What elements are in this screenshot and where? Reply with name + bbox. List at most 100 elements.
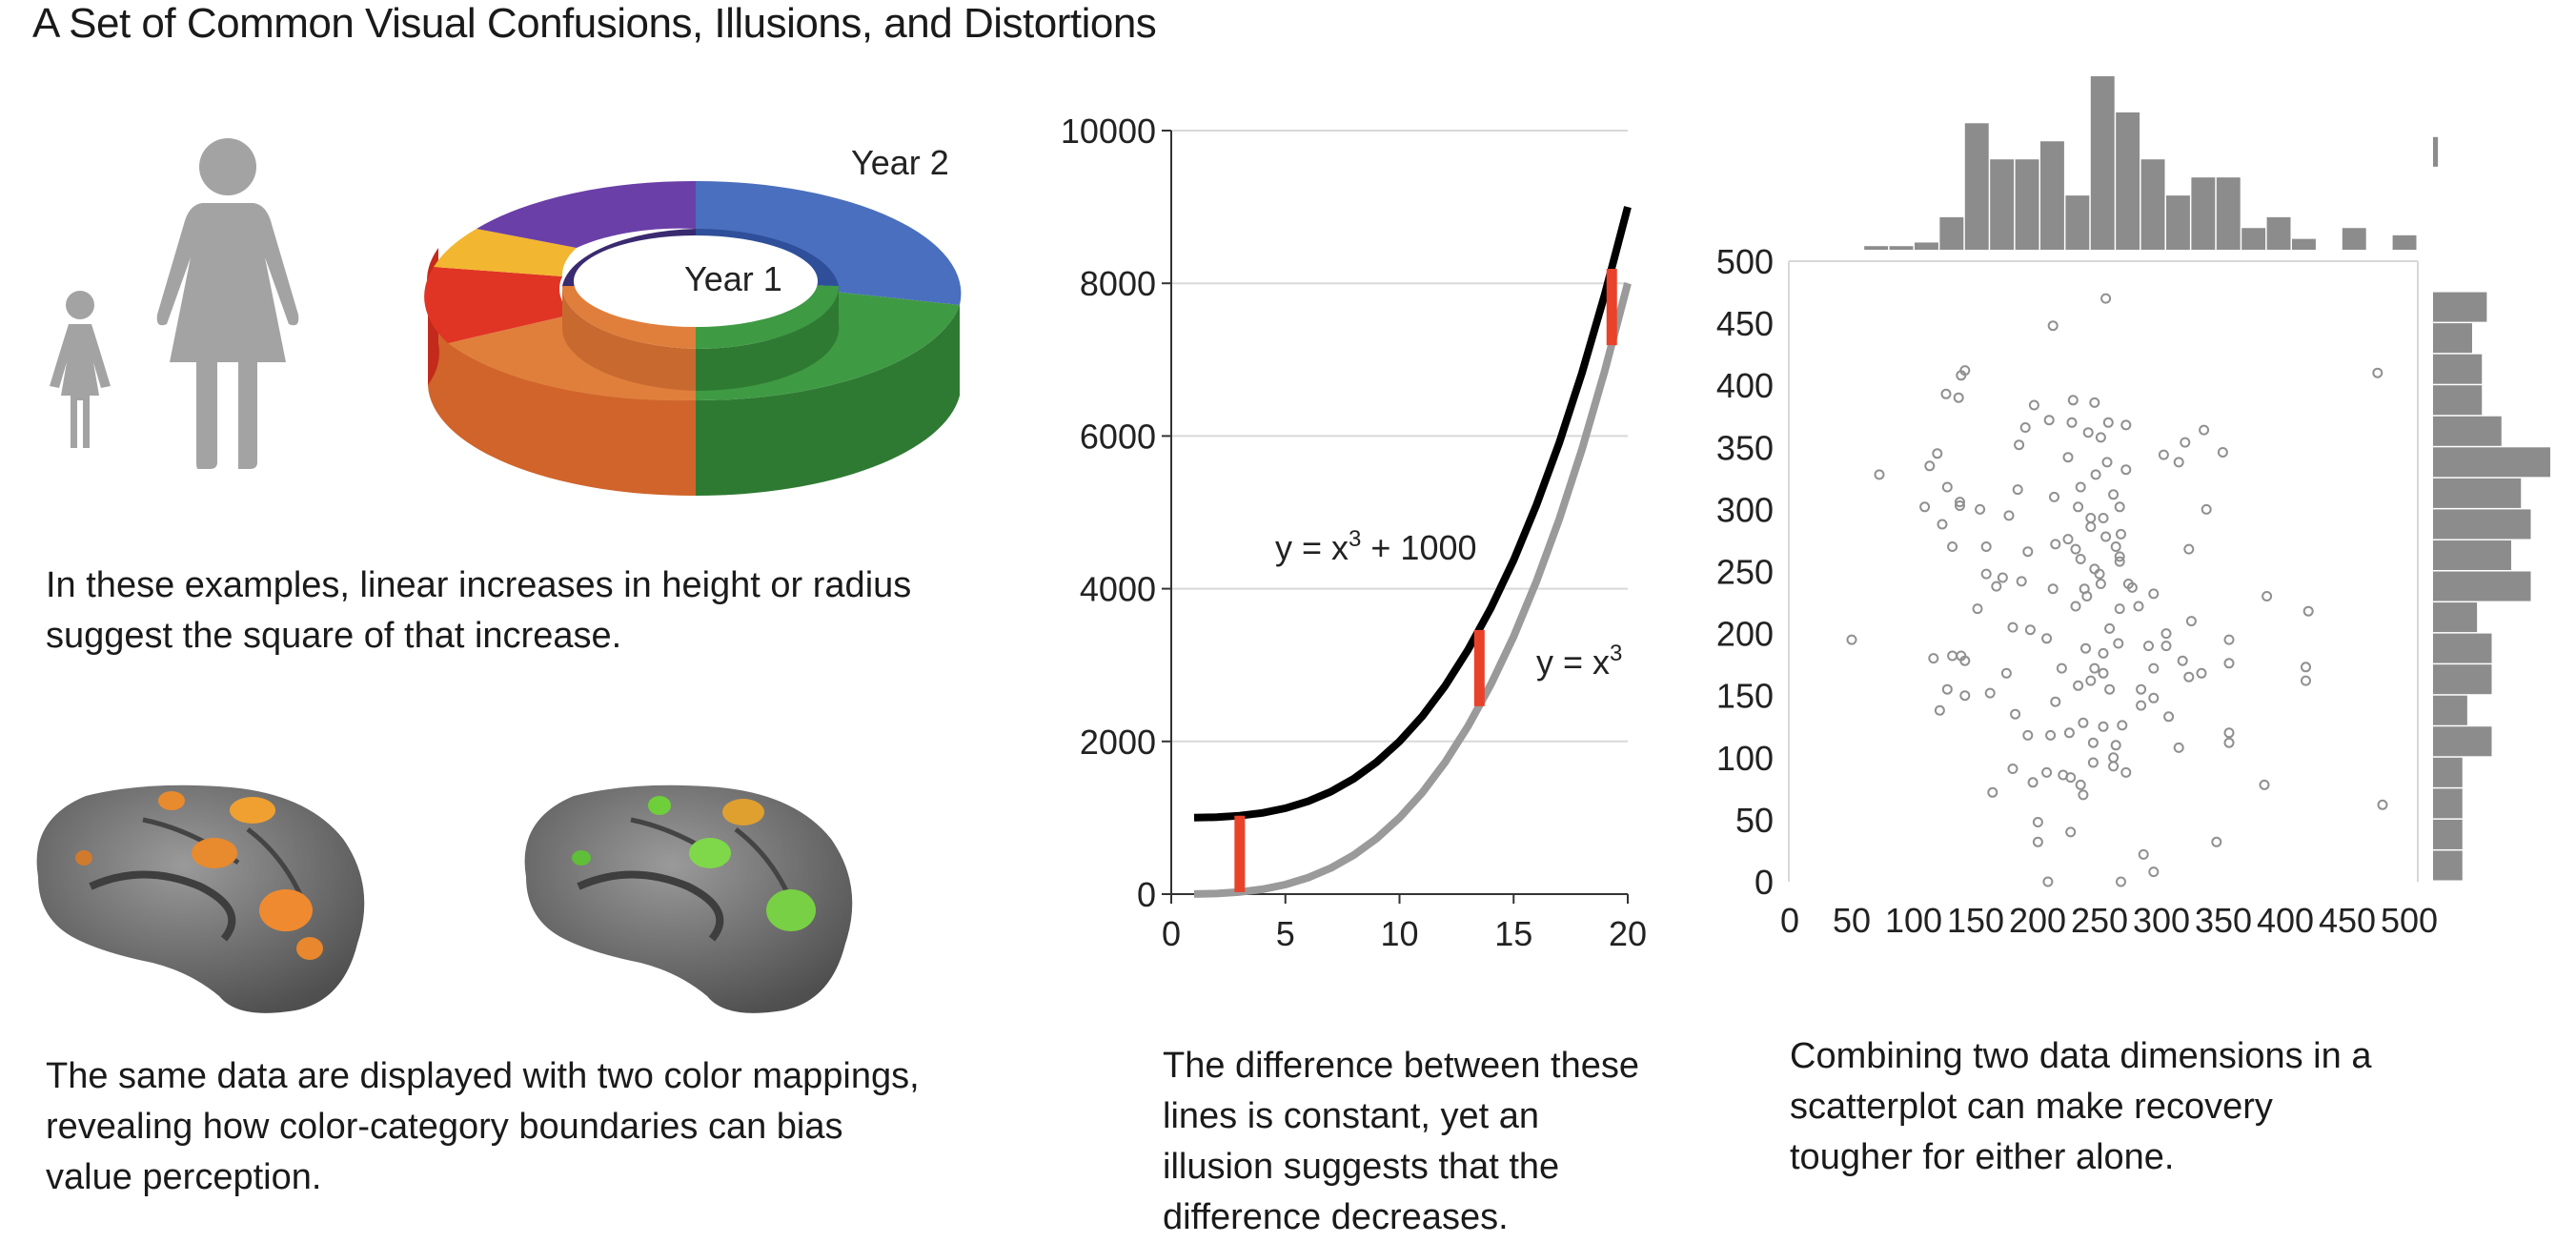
scatter-point bbox=[2065, 772, 2077, 784]
scatter-point bbox=[2098, 667, 2109, 679]
scatter-point bbox=[2087, 737, 2099, 748]
scatter-caption-line-2: scatterplot can make recovery bbox=[1790, 1087, 2273, 1127]
area-caption-line-2: suggest the square of that increase. bbox=[46, 616, 622, 656]
scatter-point bbox=[2108, 761, 2120, 772]
scatter-point bbox=[2087, 757, 2099, 768]
scatter-point bbox=[2138, 848, 2149, 860]
scatter-point bbox=[2032, 836, 2043, 847]
scatter-y-tick-label: 350 bbox=[1716, 428, 1774, 467]
scatter-point bbox=[1959, 655, 1971, 666]
y-hist-bar bbox=[2433, 788, 2463, 819]
scatter-point bbox=[2007, 764, 2018, 774]
scatter-x-tick-label: 400 bbox=[2257, 901, 2314, 940]
series-line-cubic bbox=[1193, 282, 1632, 898]
large-figure-icon bbox=[156, 138, 299, 469]
x-hist-bar bbox=[2116, 112, 2140, 251]
y-hist-bar bbox=[2433, 602, 2478, 633]
scatter-point bbox=[2173, 742, 2184, 753]
scatter-point bbox=[2148, 662, 2160, 674]
scatter-point bbox=[1959, 690, 1971, 702]
brains-caption-line-3: value perception. bbox=[46, 1157, 322, 1197]
scatter-x-tick-label: 350 bbox=[2195, 901, 2252, 940]
scatter-point bbox=[2012, 484, 2023, 496]
scatter-point bbox=[2056, 662, 2067, 674]
scatter-point bbox=[2075, 481, 2086, 493]
scatter-point bbox=[2223, 634, 2235, 645]
scatter-point bbox=[2073, 501, 2084, 513]
y-hist-bar bbox=[2433, 664, 2492, 695]
scatter-point bbox=[1928, 653, 1939, 664]
series-line-cubic-plus-1000 bbox=[1193, 206, 1632, 822]
line-chart-x-ticks: 0 5 10 15 20 bbox=[1162, 894, 1647, 953]
scatter-x-ticks: 0 50 100 150 200 250 300 350 400 450 500 bbox=[1780, 901, 2438, 940]
scatter-point bbox=[2108, 489, 2120, 500]
scatter-point bbox=[2050, 539, 2061, 550]
brains-caption-line-1: The same data are displayed with two col… bbox=[46, 1056, 920, 1096]
x-hist-bar bbox=[1990, 159, 2015, 250]
scatter-point bbox=[1975, 503, 1986, 515]
scatter-point bbox=[2007, 622, 2018, 633]
y-tick-label: 10000 bbox=[1061, 112, 1156, 151]
y-hist-bar bbox=[2433, 633, 2492, 663]
scatter-point bbox=[2094, 568, 2105, 580]
scatter-point bbox=[2089, 563, 2100, 575]
scatter-point bbox=[2120, 766, 2132, 778]
scatter-point bbox=[2047, 583, 2059, 595]
scatter-point bbox=[2028, 399, 2039, 411]
x-tick-label: 15 bbox=[1494, 914, 1532, 953]
scatter-point bbox=[2041, 766, 2053, 778]
scatter-point bbox=[2160, 628, 2172, 640]
brain-illustrations bbox=[36, 785, 853, 1013]
scatter-x-tick-label: 150 bbox=[1947, 901, 2004, 940]
scatter-point bbox=[2372, 367, 2383, 378]
x-hist-bar bbox=[2266, 216, 2291, 250]
y-hist-bar bbox=[2433, 695, 2467, 725]
scatter-point bbox=[2041, 633, 2053, 644]
scatter-x-tick-label: 300 bbox=[2133, 901, 2190, 940]
scatter-point bbox=[1972, 603, 1983, 615]
y-hist-bar bbox=[2433, 509, 2531, 540]
scatter-x-tick-label: 50 bbox=[1833, 901, 1871, 940]
scatter-y-tick-label: 250 bbox=[1716, 553, 1774, 592]
scatter-y-tick-label: 500 bbox=[1716, 242, 1774, 281]
scatter-point bbox=[2177, 655, 2188, 666]
scatter-caption-line-1: Combining two data dimensions in a bbox=[1790, 1036, 2372, 1076]
scatter-x-tick-label: 500 bbox=[2381, 901, 2438, 940]
y-tick-label: 8000 bbox=[1080, 264, 1156, 303]
scatter-point bbox=[2042, 876, 2054, 887]
y-tick-label: 2000 bbox=[1080, 723, 1156, 762]
scatter-point bbox=[2095, 432, 2106, 443]
scatter-frame bbox=[1788, 260, 2419, 882]
scatter-caption: Combining two data dimensions in a scatt… bbox=[1790, 1031, 2371, 1183]
scatter-point bbox=[1934, 704, 1945, 716]
x-hist-bar bbox=[2140, 159, 2165, 250]
scatter-point bbox=[1955, 497, 1965, 508]
lines-caption-line-3: illusion suggests that the bbox=[1163, 1147, 1560, 1187]
scatter-point bbox=[2098, 513, 2109, 523]
scatter-point bbox=[2082, 427, 2094, 438]
scatter-point bbox=[2016, 576, 2027, 587]
scatter-point bbox=[2085, 521, 2097, 533]
scatter-x-tick-label: 250 bbox=[2071, 901, 2128, 940]
scatter-y-tick-label: 200 bbox=[1716, 615, 1774, 654]
brain-warm-mapping-icon bbox=[36, 785, 365, 1013]
x-hist-bar bbox=[2040, 141, 2064, 250]
scatter-point bbox=[2078, 789, 2089, 801]
scatter-point bbox=[2120, 464, 2132, 476]
x-hist-bar bbox=[2241, 228, 2266, 250]
y-hist-bar bbox=[2433, 447, 2550, 478]
scatter-point bbox=[2110, 541, 2121, 552]
scatter-point bbox=[1956, 370, 1967, 381]
scatter-point bbox=[2180, 437, 2191, 448]
x-hist-bar bbox=[2216, 177, 2241, 250]
scatter-point bbox=[2259, 779, 2270, 790]
scatter-point bbox=[2073, 680, 2084, 691]
scatter-x-tick-label: 450 bbox=[2319, 901, 2376, 940]
scatter-point bbox=[2104, 622, 2116, 634]
y-hist-bar bbox=[2433, 354, 2483, 384]
y-hist-bar bbox=[2433, 292, 2487, 322]
scatter-point bbox=[2223, 737, 2235, 748]
y-hist-bar bbox=[2433, 850, 2463, 881]
scatter-point bbox=[2078, 717, 2089, 728]
scatter-point bbox=[2066, 417, 2078, 428]
